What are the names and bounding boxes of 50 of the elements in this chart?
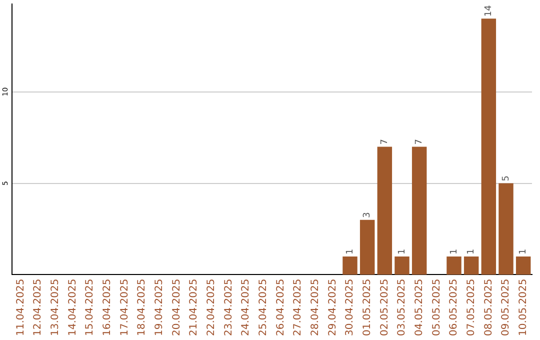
bar [516,256,531,275]
bar [394,256,410,275]
bar [498,183,514,275]
x-tick-label: 03.05.2025 [396,278,408,336]
data-label: 3 [362,212,373,218]
data-label: 1 [518,248,529,254]
x-tick-label: 14.04.2025 [67,278,78,336]
x-tick-label: 20.04.2025 [171,278,182,336]
x-tick-label: 04.05.2025 [414,278,425,336]
x-tick-label: 02.05.2025 [379,278,390,336]
x-tick-label: 29.04.2025 [327,278,338,336]
x-tick-label: 05.05.2025 [431,278,442,336]
data-label: 1 [397,248,408,254]
x-tick-label: 23.04.2025 [223,278,234,336]
x-tick-label: 13.04.2025 [50,278,61,336]
data-label: 1 [466,248,477,254]
x-tick-label: 15.04.2025 [84,278,96,336]
bar [412,146,427,275]
x-tick-label: 01.05.2025 [362,278,373,336]
x-tick-label: 30.04.2025 [344,278,356,336]
data-label: 14 [484,4,494,17]
x-tick-label: 12.04.2025 [32,278,44,336]
x-tick-label: 09.05.2025 [500,278,512,336]
x-tick-label: 17.04.2025 [119,278,130,336]
x-tick-label: 25.04.2025 [258,278,269,336]
data-label: 1 [345,248,356,254]
bar [377,146,392,275]
x-tick-label: 21.04.2025 [188,278,200,336]
x-tick-label: 07.05.2025 [466,278,477,336]
data-label: 1 [449,248,460,254]
x-tick-label: 27.04.2025 [292,278,304,336]
x-tick-label: 10.05.2025 [518,278,529,336]
x-tick-label: 19.04.2025 [154,278,165,336]
x-tick-label: 11.04.2025 [15,278,26,336]
data-label: 7 [380,138,390,145]
x-tick-label: 26.04.2025 [275,278,286,336]
data-label: 7 [414,138,425,145]
bar [464,256,479,275]
x-tick-label: 16.04.2025 [102,278,113,336]
x-tick-label: 24.04.2025 [240,278,252,336]
bar [342,256,358,275]
x-tick-label: 22.04.2025 [206,278,217,336]
data-label: 5 [501,176,512,182]
x-tick-label: 28.04.2025 [310,278,321,336]
x-tick-label: 06.05.2025 [448,278,460,336]
bar [481,18,496,275]
bar [360,220,375,275]
bar [446,256,462,275]
x-tick-label: 08.05.2025 [483,278,494,336]
x-tick-label: 18.04.2025 [136,278,148,336]
